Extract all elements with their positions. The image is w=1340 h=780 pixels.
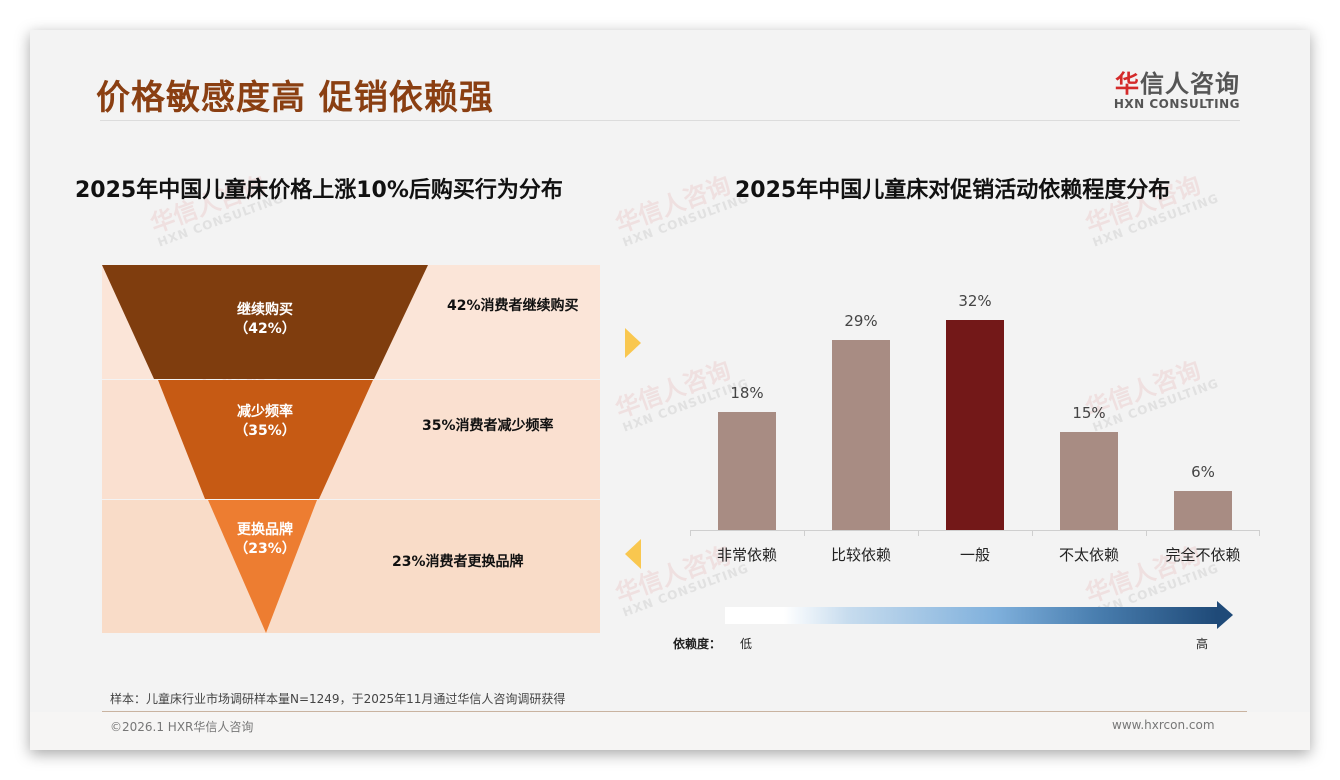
sample-note: 样本：儿童床行业市场调研样本量N=1249，于2025年11月通过华信人咨询调研… — [110, 692, 566, 706]
footer-bar — [30, 712, 1310, 750]
triangle-right-icon — [625, 328, 641, 358]
bar-area — [690, 280, 1260, 530]
bar-value-label: 15% — [1072, 404, 1106, 422]
axis-tick — [1032, 530, 1033, 536]
dependency-gradient-bar — [725, 607, 1217, 624]
scale-high: 高 — [1196, 637, 1209, 651]
bar-category-label: 不太依赖 — [1058, 546, 1119, 564]
bar-value-label: 18% — [730, 384, 764, 402]
bar-category-label: 一般 — [959, 546, 990, 564]
funnel-desc-2: 35%消费者减少频率 — [422, 418, 554, 434]
funnel-shape — [102, 265, 428, 633]
axis-tick — [690, 530, 691, 536]
funnel-desc-1: 42%消费者继续购买 — [447, 298, 579, 314]
bar-category-label: 比较依赖 — [830, 546, 891, 564]
bar-not-very-dependent — [1060, 432, 1118, 530]
bar-value-label: 6% — [1191, 463, 1215, 481]
axis-tick — [918, 530, 919, 536]
footer-divider — [102, 711, 1247, 712]
website-link[interactable]: www.hxrcon.com — [1112, 718, 1215, 732]
axis-tick — [1146, 530, 1147, 536]
bar-neutral — [946, 320, 1004, 530]
bar-value-label: 32% — [958, 292, 992, 310]
page-title: 价格敏感度高 促销依赖强 — [96, 78, 494, 118]
bar-category-label: 完全不依赖 — [1165, 546, 1241, 564]
axis-tick — [1259, 530, 1260, 536]
slide: 华信人咨询 HXN CONSULTING 华信人咨询 HXN CONSULTING … — [30, 30, 1310, 750]
funnel-label-1: 继续购买 （42%） — [234, 302, 296, 337]
funnel-chart-title: 2025年中国儿童床价格上涨10%后购买行为分布 — [75, 178, 563, 203]
scale-low: 低 — [740, 637, 753, 651]
copyright: ©2026.1 HXR华信人咨询 — [110, 720, 254, 734]
axis-tick — [804, 530, 805, 536]
title-divider — [100, 120, 1240, 121]
bar-fairly-dependent — [832, 340, 890, 530]
bar-chart: 18% 29% 32% 15% 6% 非常依赖 比较依赖 一般 不太依赖 完全不… — [690, 280, 1260, 580]
bar-chart-title: 2025年中国儿童床对促销活动依赖程度分布 — [735, 178, 1171, 203]
funnel-label-2: 减少频率 （35%） — [234, 404, 296, 439]
scale-label: 依赖度： — [673, 637, 722, 651]
triangle-left-icon — [625, 539, 641, 569]
arrow-right-icon — [1217, 601, 1233, 629]
bar-very-dependent — [718, 412, 776, 530]
funnel-desc-3: 23%消费者更换品牌 — [392, 554, 524, 570]
bar-not-dependent — [1174, 491, 1232, 530]
funnel-label-3: 更换品牌 （23%） — [234, 522, 296, 557]
bar-category-label: 非常依赖 — [716, 546, 777, 564]
x-axis — [690, 530, 1260, 531]
funnel-chart: 继续购买 （42%） 减少频率 （35%） 更换品牌 （23%） 42%消费者继续购买… — [102, 265, 600, 633]
bar-value-label: 29% — [844, 312, 878, 330]
company-logo: 华信人咨询 HXN CONSULTING — [1113, 70, 1240, 111]
funnel-band-3 — [102, 500, 600, 633]
